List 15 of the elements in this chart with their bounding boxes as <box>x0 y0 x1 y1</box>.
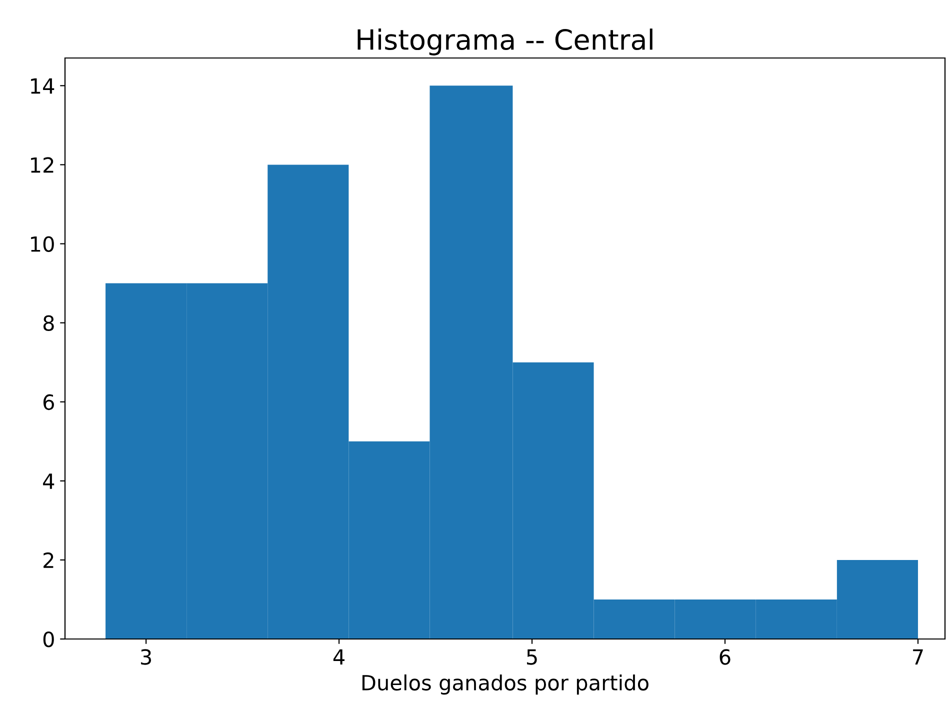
x-tick-label: 7 <box>913 649 923 665</box>
x-axis-title: Duelos ganados por partido <box>362 674 648 695</box>
y-tick-label: 12 <box>31 157 54 173</box>
y-tick-label: 10 <box>31 236 54 252</box>
x-tick-label: 5 <box>527 649 537 665</box>
y-tick-label: 0 <box>43 631 54 648</box>
x-tick-label: 4 <box>333 649 344 665</box>
x-tick-label: 3 <box>141 649 152 665</box>
chart-title: Histograma -- Central <box>358 28 652 56</box>
x-tick-label: 6 <box>720 649 730 665</box>
y-tick-label: 14 <box>31 78 54 94</box>
y-tick-label: 2 <box>44 552 54 568</box>
y-tick-label: 6 <box>43 394 54 410</box>
y-tick-label: 4 <box>43 474 54 489</box>
y-tick-label: 8 <box>43 315 54 332</box>
